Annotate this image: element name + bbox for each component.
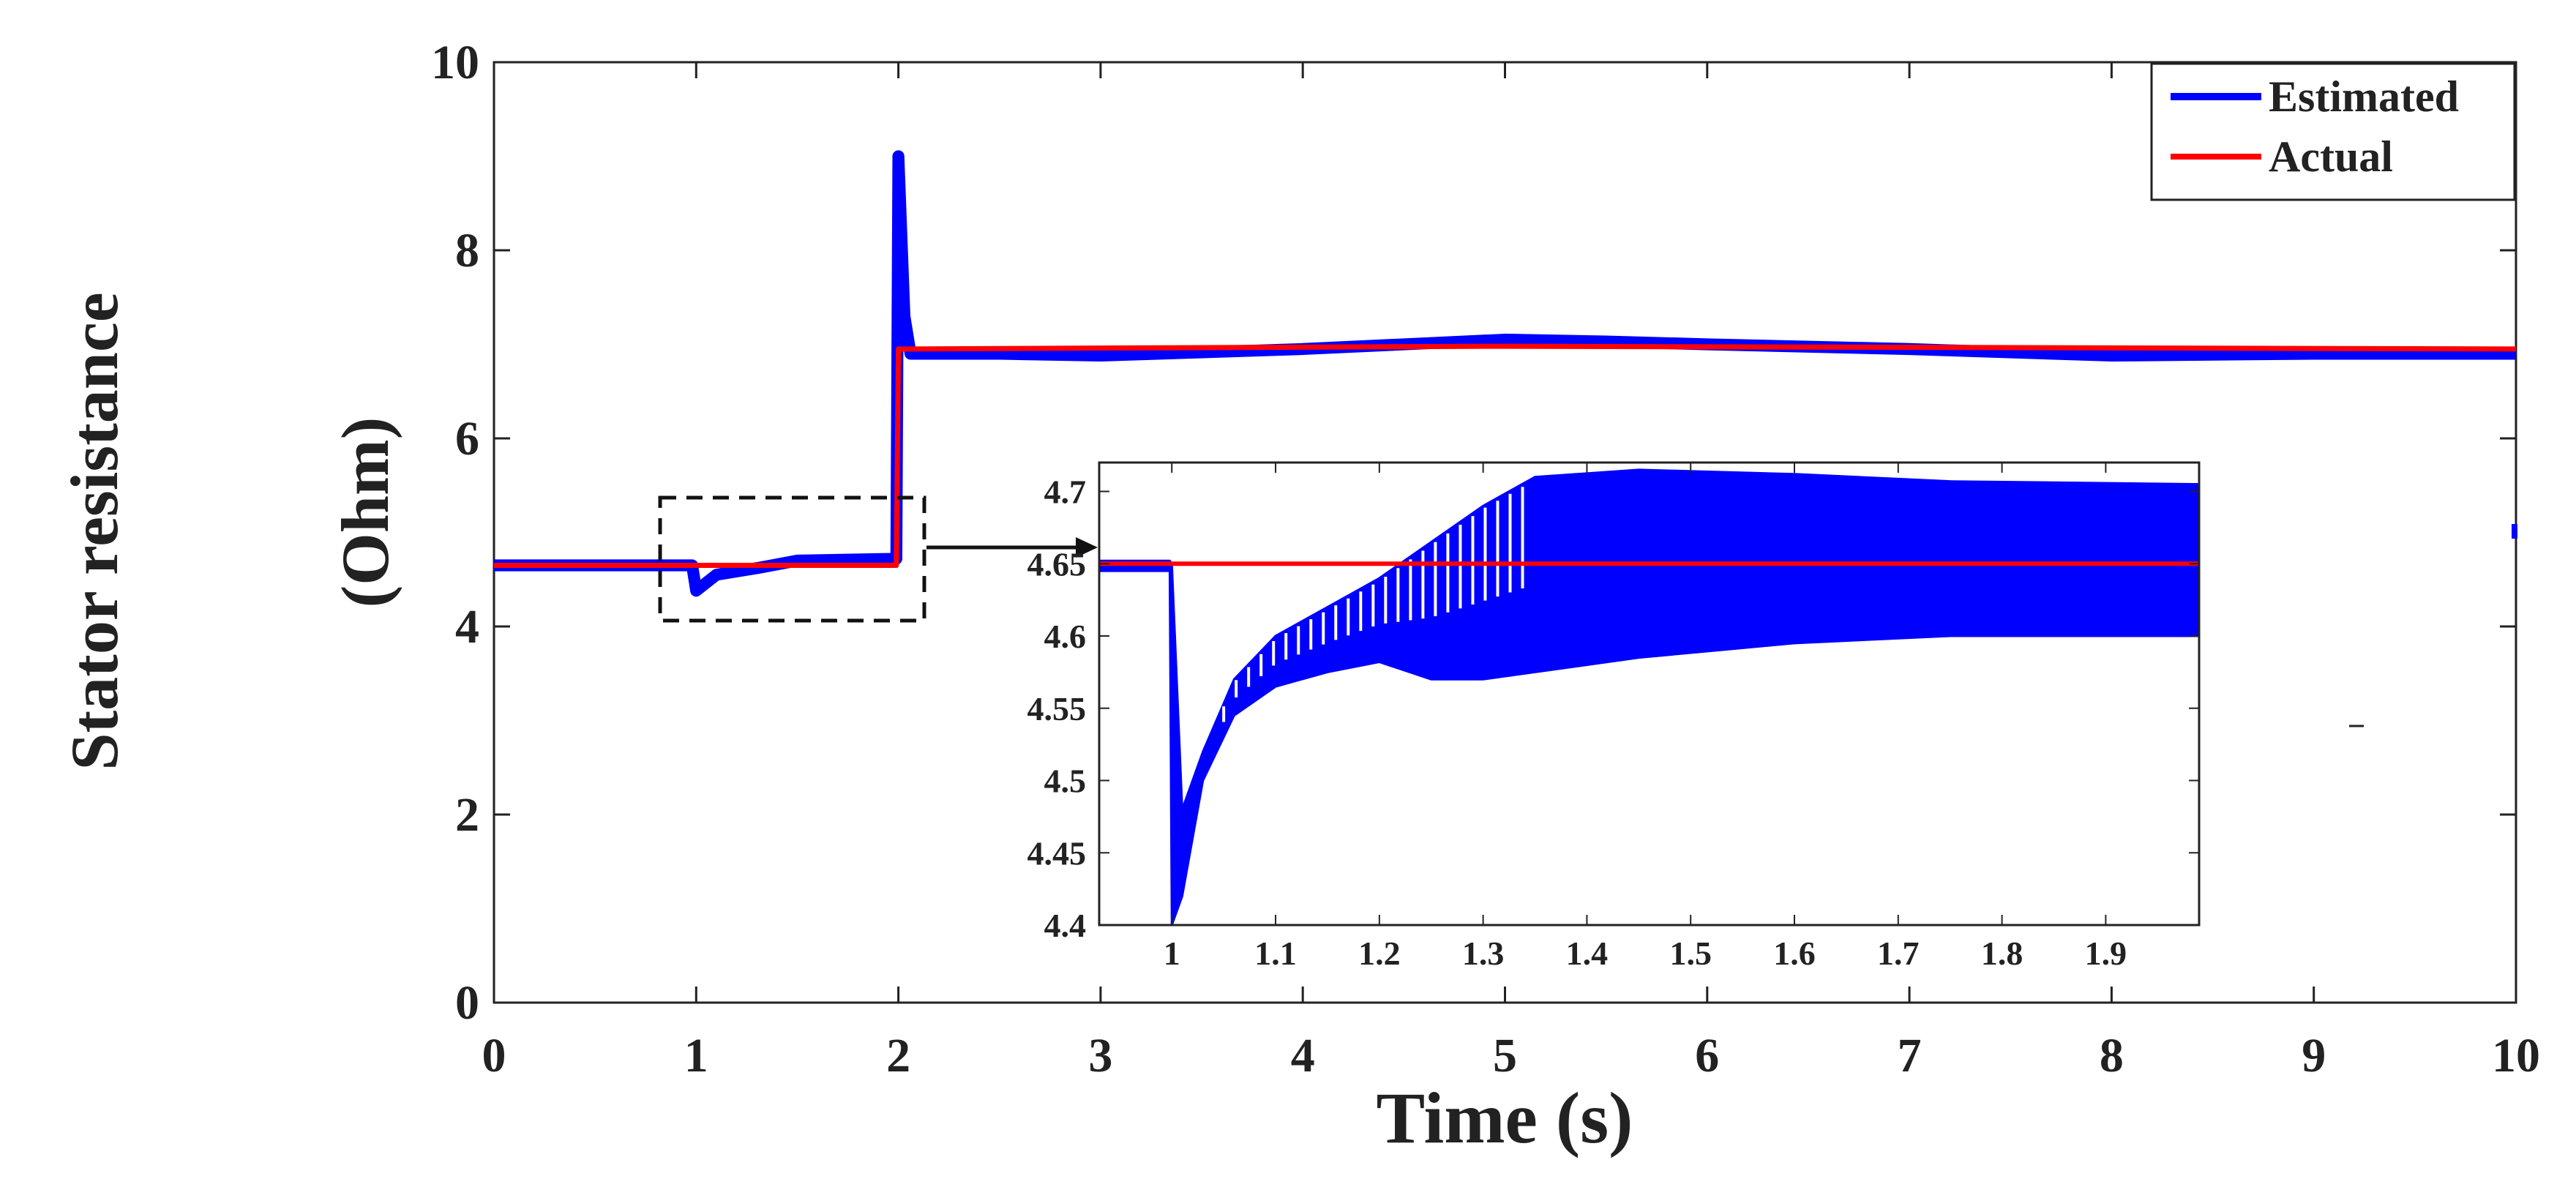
inset-x-tick-label: 1.2	[1358, 935, 1401, 972]
inset-y-tick-label: 4.7	[1044, 474, 1087, 511]
stray-marker-right	[2512, 524, 2517, 539]
inset-x-tick-label: 1.3	[1462, 935, 1505, 972]
inset-x-tick-label: 1	[1164, 935, 1180, 972]
x-axis-title: Time (s)	[1377, 1077, 1633, 1159]
x-tick-label: 3	[1088, 1029, 1112, 1082]
legend-label-estimated: Estimated	[2269, 72, 2459, 121]
x-tick-label: 10	[2492, 1029, 2540, 1082]
inset-y-tick-label: 4.55	[1027, 690, 1087, 727]
inset-plot-frame	[1098, 461, 2201, 927]
y-tick-label: 0	[455, 976, 479, 1030]
inset-y-tick-label: 4.45	[1027, 834, 1087, 872]
inset-x-tick-label: 1.4	[1566, 935, 1609, 972]
x-tick-label: 1	[684, 1029, 708, 1082]
legend-label-actual: Actual	[2269, 132, 2393, 181]
y-tick-label: 4	[455, 600, 479, 654]
zoom-region-box	[658, 495, 926, 623]
inset-x-tick-label: 1.6	[1773, 935, 1816, 972]
inset-x-tick-label: 1.7	[1877, 935, 1920, 972]
legend-box	[2150, 62, 2516, 201]
inset-y-tick-label: 4.5	[1044, 763, 1087, 800]
inset-y-tick-label: 4.6	[1044, 618, 1087, 655]
x-tick-label: 4	[1291, 1029, 1315, 1082]
main-series	[494, 150, 2517, 597]
y-tick-label: 2	[455, 788, 479, 842]
x-tick-label: 2	[886, 1029, 910, 1082]
series-line-actual	[494, 343, 2517, 568]
main-ticks: 0 1 2 3 4 5 6 7 8 9 10 0 2 4 6 8 10	[431, 36, 2540, 1082]
y-tick-label: 6	[455, 412, 479, 465]
inset-x-tick-label: 1.8	[1981, 935, 2023, 972]
inset-x-tick-label: 1.5	[1669, 935, 1712, 972]
y-axis-units: (Ohm)	[328, 417, 402, 608]
inset-ticks: 1 1.1 1.2 1.3 1.4 1.5 1.6 1.7 1.8 1.9 4.4 4.45 4.5 4.…	[1027, 463, 2199, 972]
x-tick-label: 5	[1493, 1029, 1517, 1082]
inset-x-tick-label: 1.1	[1254, 935, 1297, 972]
zoom-arrow-head	[1076, 537, 1098, 558]
inset-y-tick-label: 4.65	[1027, 545, 1087, 583]
x-tick-label: 9	[2302, 1029, 2326, 1082]
x-tick-label: 7	[1898, 1029, 1922, 1082]
y-tick-label: 8	[455, 224, 479, 277]
x-tick-label: 0	[482, 1029, 506, 1082]
legend: Estimated Actual	[2150, 62, 2516, 201]
inset-y-tick-label: 4.4	[1044, 907, 1087, 944]
x-tick-label: 6	[1695, 1029, 1719, 1082]
y-tick-label: 10	[431, 36, 479, 89]
x-tick-label: 8	[2100, 1029, 2124, 1082]
y-axis-title: Stator resistance	[57, 292, 132, 770]
inset-x-tick-label: 1.9	[2085, 935, 2127, 972]
